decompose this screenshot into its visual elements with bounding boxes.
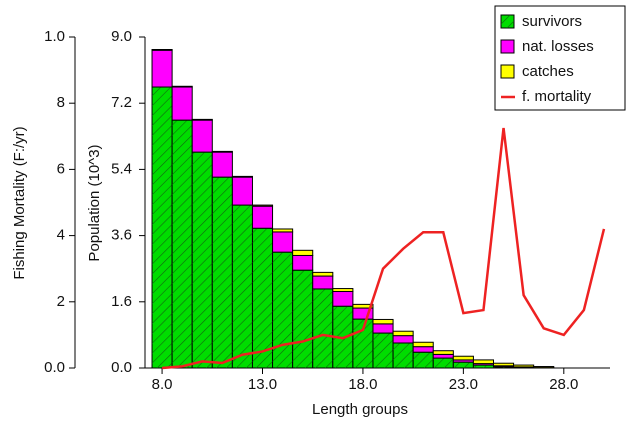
bar-segment (533, 366, 555, 369)
legend-hatch (501, 15, 514, 28)
y2-axis-title: Fishing Mortality (F:/yr) (11, 126, 28, 279)
bar-segment (171, 86, 193, 121)
bar-segment (392, 335, 414, 344)
y2-tick-label: 0.0 (44, 359, 65, 376)
bar-segment (392, 330, 414, 337)
y2-tick-label: 4 (57, 227, 65, 244)
y-tick-label: 7.2 (111, 94, 132, 111)
bar-segment (372, 318, 394, 325)
bar-segment (272, 228, 294, 233)
bar-segment (251, 205, 274, 229)
bar-segment (472, 359, 494, 365)
bar-segment (332, 291, 354, 307)
bar-segment (251, 204, 274, 207)
bar-segment (292, 249, 314, 256)
y-tick-label: 1.6 (111, 293, 132, 310)
y-axis-title: Population (10^3) (86, 144, 103, 261)
x-tick-label: 13.0 (248, 376, 277, 393)
bar-hatch (433, 358, 454, 368)
bar-hatch (493, 366, 514, 368)
bar-segment (412, 341, 434, 348)
y2-tick-label: 6 (57, 160, 65, 177)
line-series (161, 127, 606, 370)
bar-hatch (192, 152, 213, 368)
bar-hatch (172, 120, 193, 369)
x-tick-label: 18.0 (348, 376, 377, 393)
legend-box (494, 5, 626, 111)
bar-segment (312, 271, 334, 277)
bar-segment (372, 323, 394, 334)
bar-hatch (372, 333, 394, 368)
bar-hatch (413, 352, 434, 368)
bar-hatch (272, 252, 293, 368)
bar-segment (492, 362, 515, 367)
x-axis-title: Length groups (312, 401, 408, 418)
y2-tick-label: 8 (57, 94, 65, 111)
bar-hatch (292, 270, 313, 368)
bar-segment (272, 231, 294, 253)
y-tick-label: 9.0 (111, 28, 132, 45)
legend-swatch (500, 39, 515, 54)
bar-segment (312, 275, 334, 290)
legend-label: f. mortality (522, 88, 592, 105)
bar-hatch (232, 205, 253, 368)
bar-segment (352, 303, 374, 309)
y2-tick-label: 2 (57, 293, 65, 310)
bar-segment (231, 175, 253, 178)
bar-segment (292, 254, 314, 271)
bar-hatch (252, 228, 273, 368)
legend-label: catches (522, 63, 574, 80)
bar-segment (231, 176, 253, 206)
bar-segment (412, 346, 434, 353)
x-tick-label: 28.0 (549, 376, 578, 393)
x-tick-label: 23.0 (449, 376, 478, 393)
bar-hatch (212, 177, 233, 368)
bar-segment (211, 150, 233, 153)
bar-hatch (152, 87, 173, 369)
bar-segment (452, 355, 474, 361)
legend-label: survivors (522, 13, 582, 30)
bar-segment (151, 49, 173, 88)
legend-swatch (500, 64, 515, 79)
bar-segment (432, 353, 454, 359)
y2-tick-label: 1.0 (44, 28, 65, 45)
legend-label: nat. losses (522, 38, 594, 55)
bar-segment (191, 118, 213, 121)
y-tick-label: 3.6 (111, 227, 132, 244)
bar-hatch (473, 365, 494, 368)
bar-segment (211, 151, 233, 178)
bar-segment (171, 85, 193, 88)
x-tick-label: 8.0 (152, 376, 173, 393)
bar-hatch (312, 288, 333, 368)
y-tick-label: 5.4 (111, 160, 132, 177)
bar-hatch (393, 342, 414, 368)
bar-segment (151, 49, 173, 51)
bar-segment (513, 364, 535, 368)
y-tick-label: 0.0 (111, 359, 132, 376)
bar-segment (332, 288, 354, 293)
bar-segment (432, 350, 454, 355)
bar-hatch (453, 362, 474, 368)
bar-segment (191, 119, 213, 153)
